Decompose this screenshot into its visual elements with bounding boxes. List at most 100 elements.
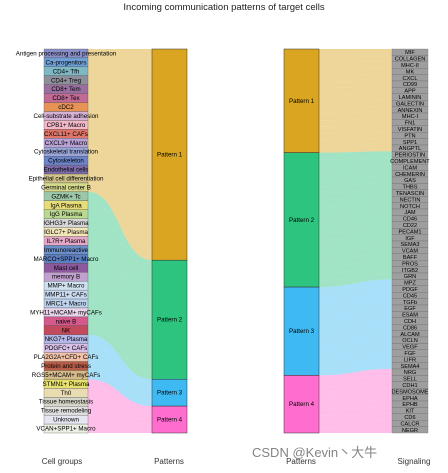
flow-pdgfc-cafs	[88, 343, 152, 390]
cell-group-flows	[88, 49, 152, 433]
flow-cytoskeletal-translation	[88, 147, 152, 208]
flow-tissue-homeostasis	[88, 397, 152, 420]
cell-group-label: GZMK+ Tc	[51, 193, 80, 200]
flow-ptn	[319, 132, 392, 140]
flow-pla2g2a-cfd-cafs	[88, 352, 152, 396]
signaling-label: LIFR	[404, 357, 416, 363]
cell-group-label: IGLC7+ Plasma	[44, 229, 88, 236]
signaling-label: VCAM	[402, 249, 419, 255]
flow-angptl	[319, 145, 392, 153]
flow-visfatin	[319, 125, 392, 134]
signaling-label: ANNEXIN	[398, 108, 423, 114]
flow-cdh	[319, 317, 392, 332]
flow-complement	[319, 157, 392, 167]
flow-il7r-plasma	[88, 236, 152, 305]
right-pattern-label-3: Pattern 3	[289, 328, 315, 335]
flow-epithelial-cell-differentiation	[88, 174, 152, 247]
signaling-label: SPP1	[403, 140, 417, 146]
signaling-label: PDGF	[402, 287, 418, 293]
right-pattern-label-2: Pattern 2	[289, 217, 315, 224]
flow-sema3	[319, 241, 392, 254]
flow-cxcl	[319, 74, 392, 82]
signaling-label: EPHA	[402, 396, 418, 402]
flow-periostin	[319, 151, 392, 160]
cell-group-label: PDGFC+ CAFs	[45, 345, 87, 352]
flow-cd45	[319, 292, 392, 307]
right-pattern-label-1: Pattern 1	[289, 98, 315, 105]
flow-cd22	[319, 221, 392, 234]
flow-calcr	[319, 420, 392, 428]
flow-protein-and-stress	[88, 361, 152, 401]
left-pattern-nodes: Pattern 1 Pattern 2 Pattern 3 Pattern 4	[151, 48, 188, 434]
flow-grn	[319, 273, 392, 288]
flow-desmosome	[319, 388, 392, 399]
flow-egf	[319, 305, 392, 319]
cell-group-label: CD4+ Tfh	[53, 68, 80, 75]
cell-group-label: MRC1+ Macro	[46, 301, 87, 308]
flow-tenascin	[319, 189, 392, 200]
flow-unknown	[88, 415, 152, 429]
signaling-label: VISFATIN	[398, 127, 422, 133]
flow-cell-substrate-adhesion	[88, 111, 152, 155]
signaling-flows	[319, 49, 392, 433]
signaling-label: TGFb	[403, 300, 417, 306]
flow-ephb	[319, 401, 392, 410]
signaling-label: CXCL	[403, 76, 418, 82]
cell-group-label: Endothelial cells	[44, 167, 89, 174]
cell-group-label: Ca-progenitors	[46, 59, 87, 66]
flow-cd46	[319, 215, 392, 227]
flow-esam	[319, 311, 392, 325]
signaling-label: MHC-I	[402, 114, 419, 120]
right-pattern-nodes: Pattern 1 Pattern 2 Pattern 3 Pattern 4	[283, 48, 320, 434]
flow-mk	[319, 68, 392, 75]
flow-vcan-spp1-macro	[88, 424, 152, 433]
flow-icam	[319, 164, 392, 173]
flow-cdh1	[319, 381, 392, 393]
signaling-label: GALECTIN	[396, 101, 424, 107]
signaling-label: CALCR	[401, 421, 420, 427]
flow-cd4-tfh	[88, 66, 152, 89]
flow-fgf	[319, 349, 392, 363]
flow-cxcl9-macro	[88, 138, 152, 195]
signaling-label: EGF	[404, 306, 416, 312]
left-pattern-label-1: Pattern 1	[157, 152, 183, 159]
cell-group-label: MYH11+MCAM+ myCAFs	[30, 309, 102, 316]
cell-group-label: MMP11+ CAFs	[45, 292, 87, 299]
cell-group-label: CD8+ Tex	[52, 95, 80, 102]
cell-group-nodes: Antigen processing and presentation Ca-pr…	[16, 48, 117, 434]
flow-sema4	[319, 362, 392, 376]
signaling-label: MPZ	[404, 281, 416, 287]
signaling-label: CDH1	[402, 383, 417, 389]
flow-app	[319, 87, 392, 95]
flow-gzmk-tc	[88, 191, 152, 268]
axis-label-patterns-left: Patterns	[154, 457, 184, 466]
signaling-label: FGF	[404, 351, 416, 357]
flow-mhc-i	[319, 113, 392, 121]
flow-kit	[319, 407, 392, 416]
flow-endothelial-cells	[88, 165, 152, 234]
left-pattern-bar-4	[151, 405, 188, 434]
signaling-label: ESAM	[402, 313, 418, 319]
left-pattern-label-4: Pattern 4	[157, 417, 183, 424]
signaling-label: MK	[406, 69, 415, 75]
signaling-label: TENASCIN	[396, 191, 424, 197]
flow-vegf	[319, 343, 392, 357]
flow-mmp11-cafs	[88, 290, 152, 350]
left-pattern-bar-1	[151, 48, 188, 261]
flow-lifr	[319, 356, 392, 370]
flow-nkg7-plasma	[88, 334, 152, 385]
signaling-label: COMPLEMENT	[390, 159, 430, 165]
flow-itgb2	[319, 266, 392, 281]
signaling-label: ALCAM	[400, 332, 420, 338]
flow-cytoskeleton	[88, 156, 152, 221]
signaling-label: SEMA3	[401, 242, 420, 248]
signaling-label: SEMA4	[401, 364, 420, 370]
flow-cd8-tex	[88, 93, 152, 129]
right-pattern-bar-3	[283, 286, 320, 376]
flow-germinal-center-b	[88, 182, 152, 261]
cell-group-label: IGHG3+ Plasma	[43, 220, 89, 227]
cell-group-label: Germinal center B	[41, 184, 91, 191]
cell-group-label: Mast cell	[54, 265, 78, 272]
signaling-box-negr	[391, 426, 429, 434]
